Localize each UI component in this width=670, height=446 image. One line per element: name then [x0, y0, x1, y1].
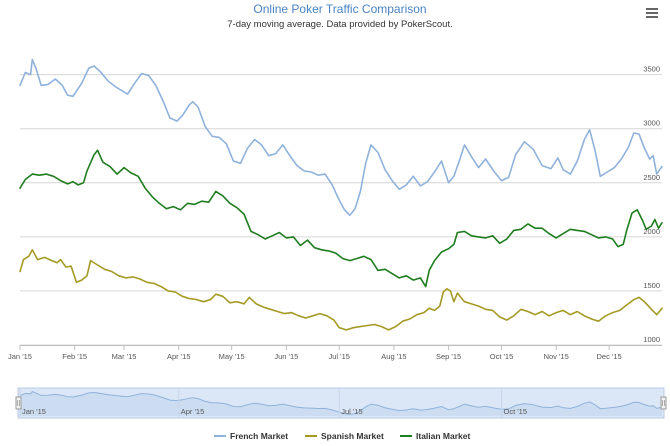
x-tick-label: Aug '15 [381, 352, 406, 361]
legend-item-spanish[interactable]: Spanish Market [305, 431, 384, 441]
navigator-tick-label: Apr '15 [181, 407, 205, 416]
x-tick-label: Jan '15 [8, 352, 32, 361]
legend-item-italian[interactable]: Italian Market [400, 431, 470, 441]
navigator-right-handle[interactable] [660, 396, 667, 410]
x-tick-label: Sep '15 [436, 352, 461, 361]
navigator-axis-labels: Jan '15 Apr '15 Jul '15 Oct '15 [19, 388, 528, 418]
y-tick-label: 2000 [643, 227, 660, 236]
navigator-left-handle[interactable] [15, 396, 22, 410]
x-axis: Jan '15 Feb '15 Mar '15 Apr '15 May '15 Jun '… [8, 345, 662, 361]
navigator-line [19, 391, 663, 415]
y-tick-label: 3000 [643, 119, 660, 128]
x-tick-label: Feb '15 [62, 352, 87, 361]
legend: French Market Spanish Market Italian Mar… [214, 431, 470, 441]
x-tick-label: Apr '15 [167, 352, 191, 361]
y-tick-label: 1000 [643, 335, 660, 344]
series-lines [19, 58, 663, 331]
y-tick-label: 1500 [643, 281, 660, 290]
chart-title: Online Poker Traffic Comparison [253, 2, 426, 16]
navigator-tick-label: Jan '15 [22, 407, 46, 416]
legend-label-spanish: Spanish Market [321, 431, 384, 441]
x-tick-label: Mar '15 [112, 352, 137, 361]
series-line-spanish[interactable] [19, 249, 663, 331]
chart-context-menu-button[interactable] [642, 4, 662, 20]
legend-item-french[interactable]: French Market [214, 431, 288, 441]
series-line-french[interactable] [19, 58, 663, 216]
y-tick-label: 3500 [643, 65, 660, 74]
x-tick-label: May '15 [219, 352, 245, 361]
chart-subtitle: 7-day moving average. Data provided by P… [227, 19, 453, 30]
navigator[interactable]: Jan '15 Apr '15 Jul '15 Oct '15 [15, 387, 667, 419]
legend-label-french: French Market [230, 431, 288, 441]
hamburger-menu-icon [646, 8, 658, 18]
x-tick-label: Oct '15 [490, 352, 514, 361]
y-axis-labels: 1000 1500 2000 2500 3000 3500 [643, 65, 660, 344]
series-line-italian[interactable] [19, 149, 663, 288]
legend-label-italian: Italian Market [416, 431, 470, 441]
x-tick-label: Nov '15 [544, 352, 569, 361]
x-tick-label: Jun '15 [274, 352, 298, 361]
y-tick-label: 2500 [643, 173, 660, 182]
navigator-tick-label: Jul '15 [341, 407, 362, 416]
navigator-tick-label: Oct '15 [504, 407, 528, 416]
x-tick-label: Jul '15 [329, 352, 350, 361]
x-tick-label: Dec '15 [596, 352, 621, 361]
